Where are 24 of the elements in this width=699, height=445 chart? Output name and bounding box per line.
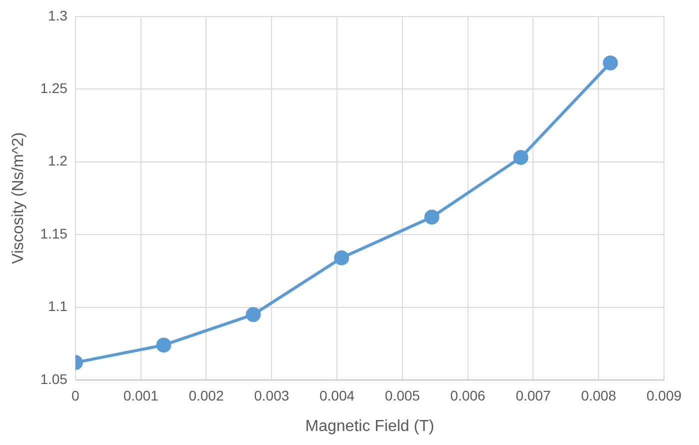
x-tick-label: 0.006: [450, 387, 486, 404]
x-tick-label: 0.001: [123, 387, 159, 404]
x-axis-title: Magnetic Field (T): [305, 418, 434, 435]
point: [424, 210, 440, 225]
point: [334, 250, 350, 266]
point: [602, 55, 618, 70]
y-tick-label: 1.2: [48, 152, 68, 169]
x-tick-label: 0.005: [384, 387, 420, 404]
y-tick-label: 1.25: [40, 80, 68, 96]
y-axis-title: Viscosity (Ns/m^2): [10, 132, 28, 264]
y-tick-label: 1.15: [40, 225, 68, 242]
x-tick-label: 0.008: [581, 387, 616, 404]
x-tick-label: 0.009: [646, 387, 682, 404]
y-tick-label: 1.05: [40, 370, 68, 387]
y-tick-label: 1.3: [48, 7, 68, 24]
x-tick-label: 0.003: [254, 387, 290, 404]
point: [513, 150, 528, 165]
point: [156, 338, 172, 353]
point: [246, 307, 261, 322]
x-tick-label: 0.004: [320, 387, 355, 404]
x-tick-label: 0.007: [516, 387, 551, 404]
y-tick-label: 1.1: [48, 298, 68, 314]
x-tick-label: 0: [72, 387, 80, 404]
x-tick-label: 0.002: [188, 387, 224, 404]
